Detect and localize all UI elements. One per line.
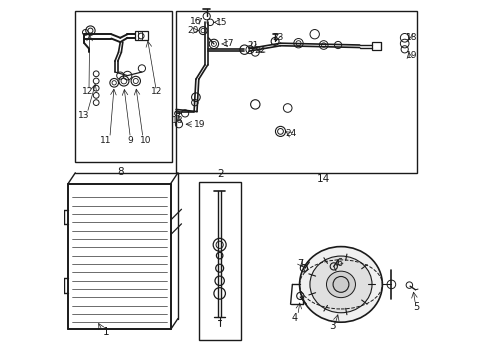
Text: 24: 24 xyxy=(285,129,296,138)
Bar xyxy=(199,182,241,340)
Text: 16: 16 xyxy=(190,17,201,26)
Text: 17: 17 xyxy=(222,40,234,49)
Text: 21: 21 xyxy=(246,40,258,49)
Circle shape xyxy=(332,276,348,292)
Text: 14: 14 xyxy=(316,174,330,184)
Text: 5: 5 xyxy=(412,302,419,312)
Text: 10: 10 xyxy=(140,136,151,145)
Text: 13: 13 xyxy=(77,111,89,120)
Text: 12: 12 xyxy=(81,87,93,96)
Text: 20: 20 xyxy=(187,26,199,35)
Text: 3: 3 xyxy=(329,321,335,331)
Text: 18: 18 xyxy=(406,33,417,42)
Text: 7: 7 xyxy=(297,258,303,269)
Bar xyxy=(176,11,416,173)
Text: 1: 1 xyxy=(102,327,109,337)
Text: 18: 18 xyxy=(172,116,183,125)
Text: 22: 22 xyxy=(254,46,265,55)
Ellipse shape xyxy=(299,247,382,322)
Bar xyxy=(134,31,148,40)
Text: 2: 2 xyxy=(217,168,223,179)
Text: 19: 19 xyxy=(193,120,205,129)
Text: 6: 6 xyxy=(336,258,342,268)
Text: 4: 4 xyxy=(291,312,297,323)
Text: 9: 9 xyxy=(127,136,133,145)
Ellipse shape xyxy=(309,256,371,313)
Text: 23: 23 xyxy=(272,33,284,42)
Ellipse shape xyxy=(326,271,355,298)
Text: 11: 11 xyxy=(100,136,111,145)
Text: 15: 15 xyxy=(216,18,227,27)
Text: 12: 12 xyxy=(150,87,162,96)
Text: 19: 19 xyxy=(406,51,417,60)
Text: 8: 8 xyxy=(117,167,123,177)
Bar xyxy=(75,11,172,162)
Bar xyxy=(371,42,381,50)
